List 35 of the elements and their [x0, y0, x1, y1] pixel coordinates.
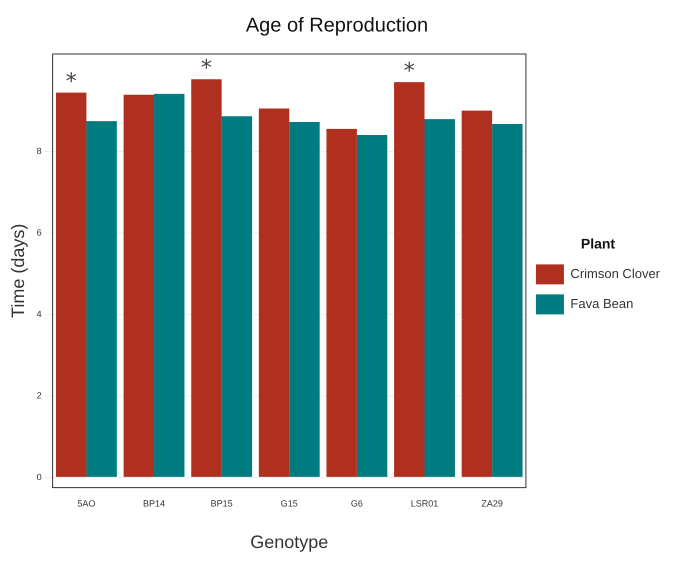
- bar: [258, 108, 290, 477]
- x-tick-label: BP15: [210, 498, 233, 508]
- bar: [124, 94, 154, 477]
- y-axis-title: Time (days): [8, 224, 28, 318]
- bar: [326, 128, 357, 477]
- y-tick-label: 6: [36, 228, 42, 238]
- bar: [56, 92, 86, 477]
- legend-label: Crimson Clover: [570, 266, 661, 281]
- chart-title: Age of Reproduction: [246, 14, 428, 37]
- annotation: *: [404, 58, 415, 84]
- annotation: *: [66, 69, 77, 94]
- annotation: *: [200, 56, 212, 81]
- bar: [289, 122, 320, 477]
- y-tick-label: 2: [36, 390, 42, 400]
- x-tick-label: G6: [350, 498, 363, 508]
- bar: [86, 121, 117, 477]
- x-axis-title: Genotype: [250, 532, 328, 552]
- bar: [424, 119, 455, 477]
- bar: [462, 110, 492, 477]
- x-tick-label: BP14: [143, 498, 166, 508]
- bar: [356, 135, 388, 477]
- legend-title: Plant: [580, 235, 616, 252]
- bar: [154, 94, 184, 477]
- x-tick-label: ZA29: [481, 498, 503, 508]
- legend-label: Fava Bean: [570, 296, 634, 311]
- bar: [191, 79, 222, 477]
- x-tick-label: 5AO: [77, 498, 96, 508]
- y-tick-label: 4: [36, 309, 42, 320]
- bar: [492, 124, 523, 477]
- y-tick-label: 8: [36, 146, 42, 156]
- bar: [394, 82, 424, 477]
- x-tick-label: LSR01: [410, 498, 438, 508]
- bar: [222, 116, 252, 477]
- x-tick-label: G15: [280, 498, 298, 508]
- y-tick-label: 0: [36, 472, 42, 482]
